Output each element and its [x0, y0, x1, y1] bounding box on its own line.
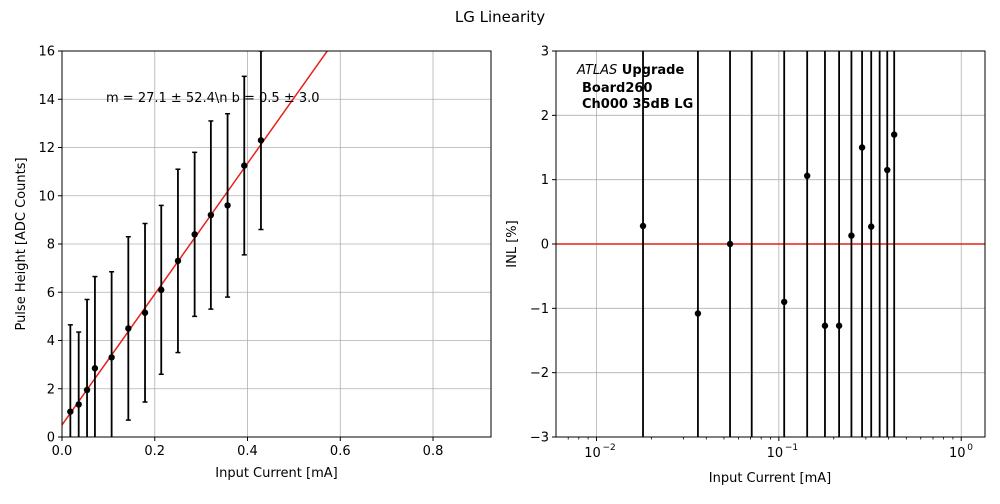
right-y-axis-label: INL [%]	[505, 220, 520, 267]
figure-title: LG Linearity	[455, 8, 545, 26]
left-grid	[61, 50, 491, 438]
right-x-tick-exponent: −2	[602, 443, 615, 453]
left-y-tick-label: 8	[47, 238, 55, 253]
left-x-tick-label: 0.8	[423, 444, 444, 459]
atlas-label-bold: Upgrade	[617, 63, 684, 78]
left-y-tick-label: 4	[47, 334, 55, 349]
left-y-tick-label: 16	[38, 45, 55, 60]
data-point	[207, 211, 215, 219]
right-x-tick-label: 10	[767, 446, 784, 461]
data-point	[257, 137, 265, 144]
data-point	[91, 365, 99, 372]
right-y-tick-label: 2	[541, 109, 549, 124]
fit-parameters-annotation: m = 27.1 ± 52.4\n b = 0.5 ± 3.0	[106, 91, 320, 106]
left-y-tick-label: 12	[38, 141, 55, 156]
right-y-tick-label: −2	[530, 366, 549, 381]
data-point	[75, 401, 82, 408]
right-x-axis-label: Input Current [mA]	[709, 471, 831, 486]
right-x-tick-label: 10	[949, 446, 966, 461]
inl-data-point	[726, 240, 734, 248]
right-y-tick-label: 0	[541, 238, 549, 253]
right-y-tick-label: 3	[541, 45, 549, 60]
inl-data-point	[848, 232, 855, 239]
data-point	[83, 386, 91, 394]
inl-data-point	[868, 223, 875, 230]
left-x-tick-label: 0.6	[330, 444, 351, 459]
inl-data-point	[803, 172, 811, 180]
data-point	[241, 162, 248, 169]
inl-data-point	[890, 131, 898, 138]
left-y-tick-label: 2	[47, 382, 55, 397]
data-point	[158, 286, 165, 294]
data-point	[125, 325, 132, 332]
right-plot-content	[556, 51, 985, 437]
left-x-axis-label: Input Current [mA]	[215, 466, 337, 481]
data-point	[141, 309, 149, 316]
data-point	[224, 202, 231, 209]
atlas-label-line: ATLAS Upgrade	[576, 63, 684, 78]
left-plot-content	[62, 51, 329, 437]
right-y-tick-label: 1	[541, 173, 549, 188]
left-x-tick-label: 0.2	[144, 444, 165, 459]
inl-data-point	[835, 322, 843, 329]
right-y-tick-label: −3	[530, 431, 549, 446]
inl-data-point	[821, 322, 829, 329]
right-x-tick-exponent: −1	[785, 443, 798, 453]
atlas-label-line: Board260	[582, 81, 652, 96]
data-point	[67, 408, 74, 415]
inl-data-point	[639, 222, 647, 230]
left-y-tick-label: 10	[38, 189, 55, 204]
left-y-tick-label: 0	[47, 431, 55, 446]
inl-data-point	[858, 144, 866, 151]
right-x-tick-label: 10	[584, 446, 601, 461]
data-point	[191, 231, 198, 238]
left-panel: 0.0 0.2 0.4 0.6 0.8 0 2 4 6 8 10 12 14 16 m = 27.1 ± …	[14, 45, 492, 481]
left-ticks: 0.0 0.2 0.4 0.6 0.8 0 2 4 6 8 10 12 14 16	[38, 45, 443, 460]
atlas-label-line: Ch000 35dB LG	[582, 97, 693, 112]
atlas-label-bold: Board260	[582, 81, 652, 96]
data-point	[108, 354, 115, 361]
left-y-axis-label: Pulse Height [ADC Counts]	[14, 157, 29, 330]
left-y-tick-label: 6	[47, 286, 55, 301]
left-x-tick-label: 0.0	[52, 444, 73, 459]
atlas-label-italic: ATLAS	[576, 63, 617, 78]
data-point	[174, 257, 182, 265]
right-x-tick-exponent: 0	[967, 443, 973, 453]
left-x-tick-label: 0.4	[237, 444, 258, 459]
inl-data-point	[781, 298, 788, 306]
atlas-label-bold: Ch000 35dB LG	[582, 97, 693, 112]
inl-data-point	[694, 310, 702, 317]
left-y-tick-label: 14	[38, 93, 55, 108]
right-y-tick-label: −1	[530, 302, 549, 317]
fit-line	[62, 51, 329, 426]
inl-data-point	[884, 166, 891, 174]
